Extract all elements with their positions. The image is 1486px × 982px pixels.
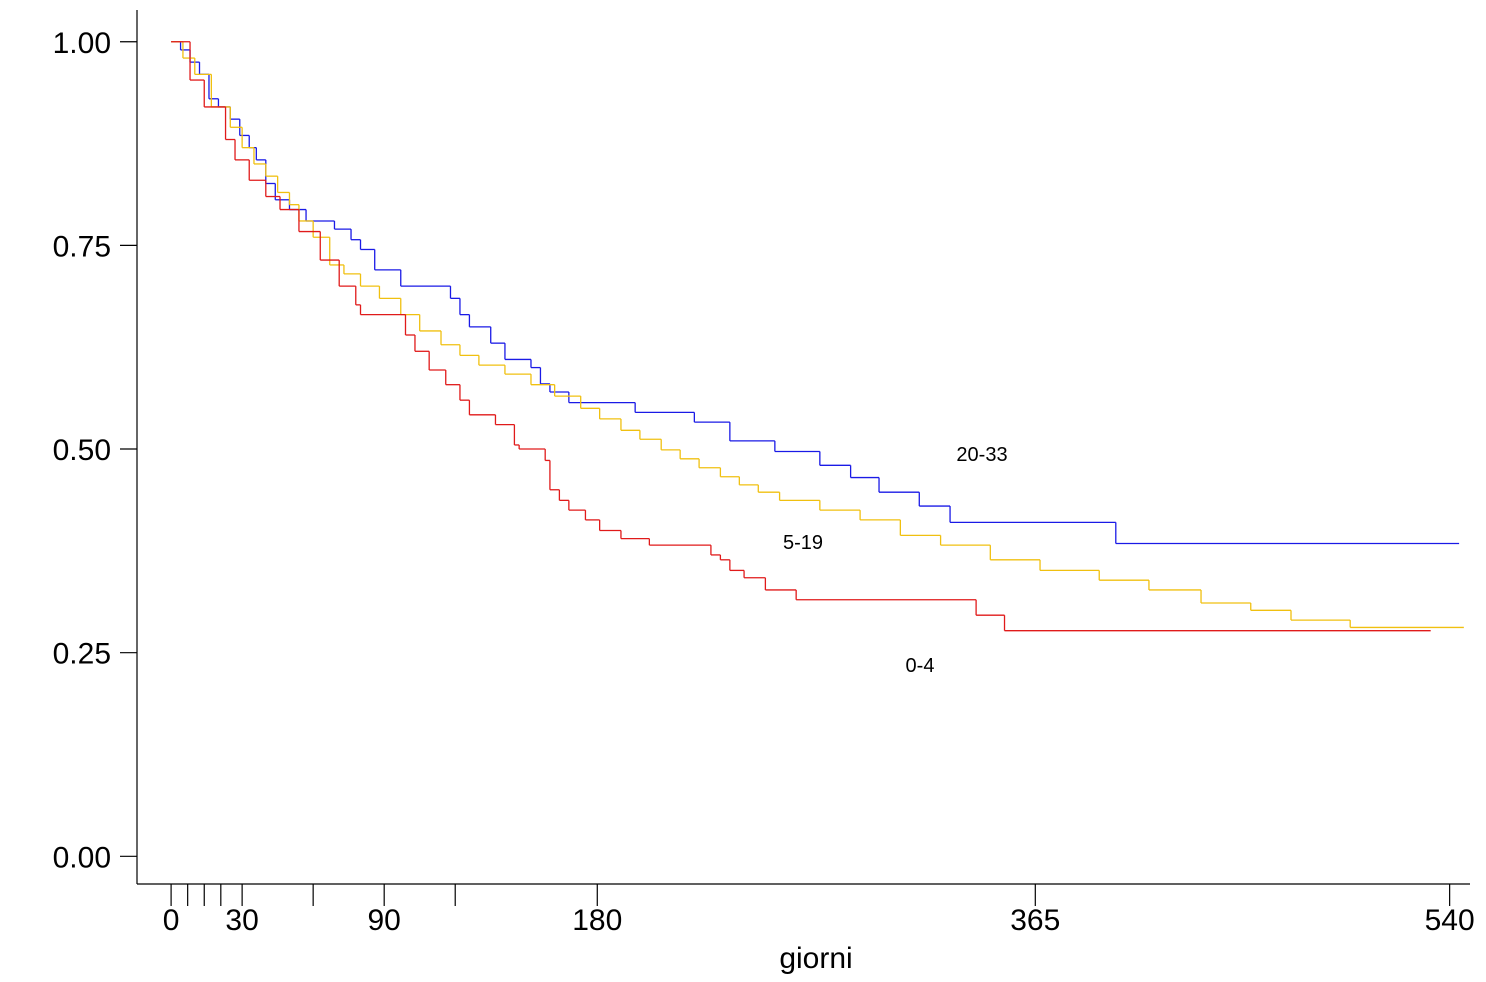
- x-axis-title: giorni: [779, 942, 852, 975]
- x-tick-label: 0: [163, 904, 180, 937]
- y-tick-label: 1.00: [53, 27, 111, 60]
- y-tick-label: 0.00: [53, 841, 111, 874]
- x-tick-label: 540: [1425, 904, 1475, 937]
- x-tick-label: 180: [572, 904, 622, 937]
- y-tick-label: 0.75: [53, 230, 111, 263]
- x-tick-label: 30: [225, 904, 258, 937]
- y-tick-label: 0.25: [53, 638, 111, 671]
- x-tick-label: 365: [1010, 904, 1060, 937]
- y-tick-label: 0.50: [53, 434, 111, 467]
- series-label: 5-19: [783, 532, 823, 554]
- series-label: 20-33: [956, 444, 1007, 466]
- x-tick-label: 90: [367, 904, 400, 937]
- series-label: 0-4: [906, 655, 935, 677]
